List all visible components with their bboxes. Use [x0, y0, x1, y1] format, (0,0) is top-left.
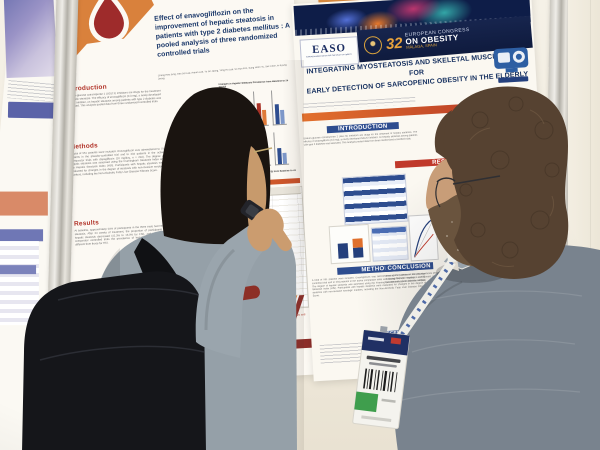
badge-green-band	[354, 391, 379, 413]
lanyard-strap	[394, 259, 456, 343]
right-poster: EASO EUROPEAN ASSOCIATION FOR THE STUDY …	[291, 0, 554, 402]
panel-seam	[590, 0, 591, 450]
backpack-seam-2	[57, 288, 203, 301]
sleeve-fold	[204, 248, 236, 331]
right-glasses-lens-edge	[435, 181, 441, 208]
ct-scanner-icon	[493, 47, 529, 73]
hair-curl-texture	[459, 96, 560, 259]
right-attendee-shirt	[392, 244, 600, 450]
right-glasses-temple	[452, 175, 501, 185]
backpack	[22, 271, 206, 450]
pointing-hand	[247, 208, 292, 252]
roc-curve-chart	[408, 213, 439, 262]
badge-header-red	[390, 337, 402, 345]
right-glasses-rim	[436, 177, 456, 183]
conference-badge	[352, 325, 410, 430]
badge-header	[361, 330, 410, 356]
hair-highlights	[469, 109, 555, 267]
left-attendee	[22, 87, 297, 450]
backpack-seam	[39, 345, 205, 361]
badge-footer-line-2	[361, 415, 392, 422]
right-poster-sheet: EASO EUROPEAN ASSOCIATION FOR THE STUDY …	[291, 0, 554, 382]
left-attendee-arm-sleeve	[195, 222, 268, 358]
badge-header-logo	[367, 336, 385, 342]
left-attendee-hair	[160, 87, 271, 245]
badge-footer-line	[381, 398, 396, 403]
badge-sub-line	[368, 361, 397, 368]
badge-name-line	[366, 355, 401, 364]
left-glasses-temple	[253, 147, 273, 153]
badge-barcode	[363, 368, 398, 393]
shirt-weave-lines	[401, 290, 583, 401]
right-attendee	[352, 86, 600, 450]
